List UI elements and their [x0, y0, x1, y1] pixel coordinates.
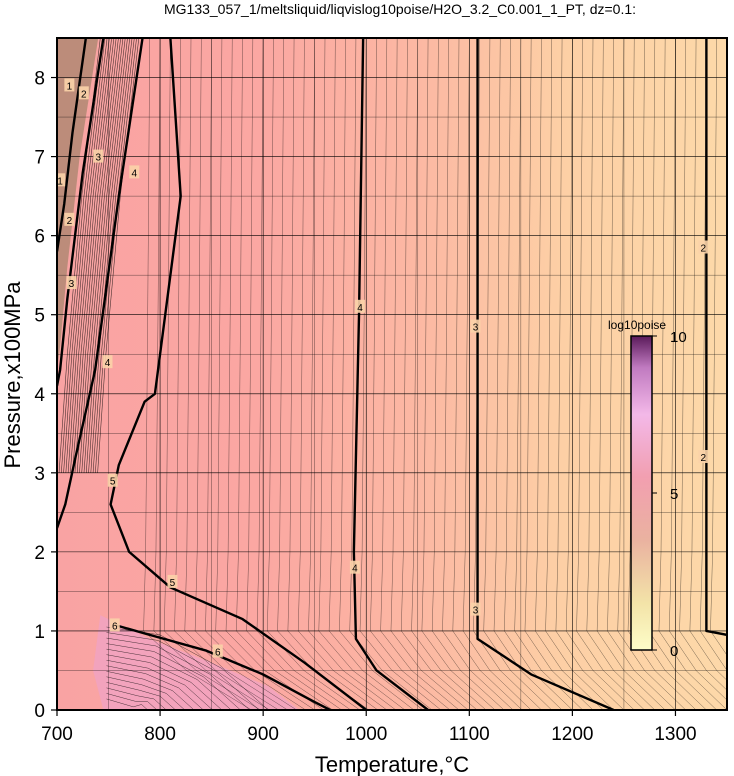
y-tick-label: 3	[34, 464, 45, 485]
colorbar-tick-label: 0	[670, 643, 678, 660]
thin-contour-line	[106, 698, 148, 710]
contour-label: 4	[132, 168, 138, 179]
contour-label: 4	[352, 564, 358, 575]
contour-label-bg	[698, 450, 709, 464]
y-tick-label: 7	[34, 148, 45, 169]
contour-label: 2	[81, 89, 87, 100]
y-tick-label: 2	[34, 543, 45, 564]
colorbar-tick-label: 5	[670, 486, 678, 503]
contour-label: 3	[473, 323, 479, 334]
y-axis-label: Pressure,x100MPa	[0, 281, 25, 469]
bold-contour-2	[705, 38, 727, 637]
contour-label: 5	[110, 477, 116, 488]
y-tick-label: 0	[34, 701, 45, 722]
contour-label-bg	[355, 299, 366, 313]
y-tick-label: 6	[34, 227, 45, 248]
low-pressure-high-viscosity-region	[93, 615, 300, 710]
contour-label-bg	[107, 473, 118, 487]
contour-label: 1	[67, 81, 73, 92]
colorbar-label: log10poise	[608, 318, 666, 332]
y-tick-label: 8	[34, 69, 45, 90]
thin-contour-line	[106, 637, 250, 710]
thin-contour-line	[106, 654, 223, 710]
contour-label-bg	[109, 618, 120, 632]
contour-label: 2	[701, 453, 707, 464]
x-tick-label: 800	[144, 724, 176, 745]
contour-label: 6	[215, 647, 221, 658]
y-tick-label: 5	[34, 306, 45, 327]
bold-contour-2	[57, 38, 88, 252]
contour-label: 3	[69, 279, 75, 290]
x-tick-label: 1000	[345, 724, 387, 745]
bold-contour-3	[57, 38, 105, 387]
bold-contours	[57, 38, 727, 710]
grid-lines	[57, 38, 727, 710]
contour-label: 4	[357, 303, 363, 314]
x-tick-label: 900	[247, 724, 279, 745]
contour-label-bg	[349, 560, 360, 574]
thin-contour-line	[106, 632, 260, 710]
x-tick-label: 1200	[551, 724, 593, 745]
contour-label-bg	[57, 173, 66, 187]
thin-contour-line	[106, 643, 241, 710]
contour-label: 3	[473, 606, 479, 617]
thin-contour-line	[106, 676, 185, 710]
colorbar-tick-label: 10	[670, 329, 687, 346]
contour-label: 2	[701, 244, 707, 255]
contour-label-bg	[470, 319, 481, 333]
colorbar-ticks: 0 5 10	[652, 329, 687, 660]
bold-contour-5	[109, 38, 367, 710]
contour-label: 4	[105, 358, 111, 369]
colorbar: log10poise 0 5 10	[608, 318, 687, 660]
bold-contour-6	[113, 623, 331, 710]
contour-label: 2	[67, 216, 73, 227]
y-tick-label: 1	[34, 622, 45, 643]
contour-label-bg	[698, 240, 709, 254]
thin-contour-line	[106, 671, 195, 710]
bold-contour-4	[57, 38, 144, 529]
contour-label: 3	[95, 153, 101, 164]
x-tick-label: 700	[41, 724, 73, 745]
chart-title: MG133_057_1/meltsliquid/liqvislog10poise…	[164, 1, 636, 17]
plot-frame	[56, 37, 728, 711]
thin-contour-line	[106, 682, 176, 710]
y-tick-label: 4	[34, 385, 45, 406]
thin-contour-line	[106, 659, 213, 710]
bold-contour-4	[352, 38, 429, 710]
contour-label-bg	[470, 602, 481, 616]
contour-label-bg	[212, 644, 223, 658]
contour-label-bg	[64, 78, 75, 92]
contour-label-bg	[93, 149, 104, 163]
contour-label: 5	[170, 578, 176, 589]
contour-label: 1	[57, 176, 63, 187]
contour-label: 6	[112, 621, 118, 632]
contour-label-bg	[129, 165, 140, 179]
contour-label-bg	[102, 355, 113, 369]
x-tick-label: 1100	[449, 724, 490, 745]
x-tick-label: 1300	[654, 724, 696, 745]
contour-label-bg	[167, 574, 178, 588]
thin-contour-line	[106, 648, 232, 710]
high-viscosity-wedge	[57, 38, 99, 371]
contour-label-bg	[66, 276, 77, 290]
contour-label-bg	[64, 212, 75, 226]
bold-contour-3	[476, 38, 615, 710]
contour-label-bg	[78, 86, 89, 100]
x-axis-label: Temperature,°C	[315, 752, 469, 776]
colorbar-gradient	[630, 335, 653, 651]
x-axis-ticks: 700 800 900 1000 1100 1200 1300	[41, 710, 697, 745]
y-axis-ticks: 0 1 2 3 4 5 6 7 8	[34, 69, 57, 722]
thin-contour-line	[106, 665, 204, 710]
thin-contour-line	[106, 693, 158, 710]
